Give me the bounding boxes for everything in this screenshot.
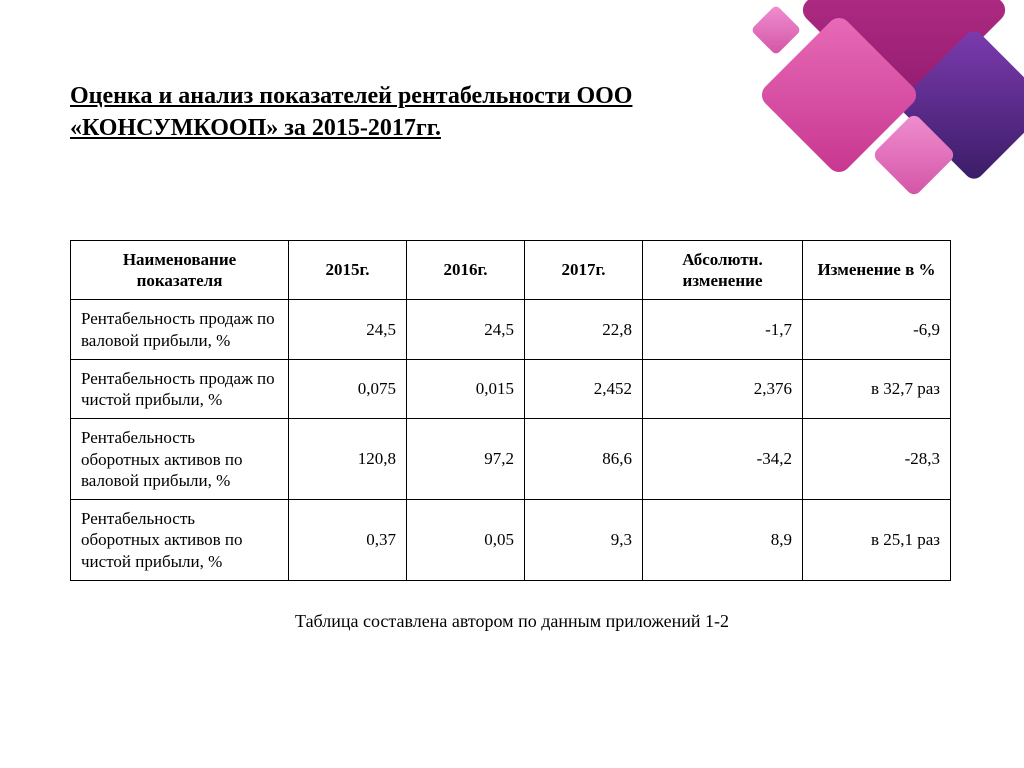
cell-value: 0,05 xyxy=(407,500,525,581)
cell-value: 0,015 xyxy=(407,359,525,419)
col-header-2016: 2016г. xyxy=(407,240,525,300)
col-header-abs: Абсолютн. изменение xyxy=(643,240,803,300)
cell-value: 86,6 xyxy=(525,419,643,500)
profitability-table: Наименование показателя 2015г. 2016г. 20… xyxy=(70,240,954,581)
cell-value: в 32,7 раз xyxy=(803,359,951,419)
table-header-row: Наименование показателя 2015г. 2016г. 20… xyxy=(71,240,951,300)
cell-value: 9,3 xyxy=(525,500,643,581)
cell-value: -1,7 xyxy=(643,300,803,360)
table-caption: Таблица составлена автором по данным при… xyxy=(70,611,954,632)
cell-value: 2,376 xyxy=(643,359,803,419)
cell-value: -6,9 xyxy=(803,300,951,360)
cell-value: в 25,1 раз xyxy=(803,500,951,581)
cell-name: Рентабельность продаж по чистой прибыли,… xyxy=(71,359,289,419)
cell-value: 24,5 xyxy=(289,300,407,360)
col-header-2015: 2015г. xyxy=(289,240,407,300)
table-row: Рентабельность продаж по чистой прибыли,… xyxy=(71,359,951,419)
col-header-pct: Изменение в % xyxy=(803,240,951,300)
col-header-name: Наименование показателя xyxy=(71,240,289,300)
cell-value: 22,8 xyxy=(525,300,643,360)
cell-value: -28,3 xyxy=(803,419,951,500)
table-row: Рентабельность оборотных активов по вало… xyxy=(71,419,951,500)
table-row: Рентабельность продаж по валовой прибыли… xyxy=(71,300,951,360)
col-header-2017: 2017г. xyxy=(525,240,643,300)
cell-value: 2,452 xyxy=(525,359,643,419)
cell-value: 0,37 xyxy=(289,500,407,581)
cell-value: 120,8 xyxy=(289,419,407,500)
table-row: Рентабельность оборотных активов по чист… xyxy=(71,500,951,581)
cell-value: -34,2 xyxy=(643,419,803,500)
cell-name: Рентабельность оборотных активов по чист… xyxy=(71,500,289,581)
cell-name: Рентабельность продаж по валовой прибыли… xyxy=(71,300,289,360)
cell-value: 97,2 xyxy=(407,419,525,500)
cell-name: Рентабельность оборотных активов по вало… xyxy=(71,419,289,500)
cell-value: 8,9 xyxy=(643,500,803,581)
cell-value: 0,075 xyxy=(289,359,407,419)
cell-value: 24,5 xyxy=(407,300,525,360)
page-title: Оценка и анализ показателей рентабельнос… xyxy=(70,80,790,145)
